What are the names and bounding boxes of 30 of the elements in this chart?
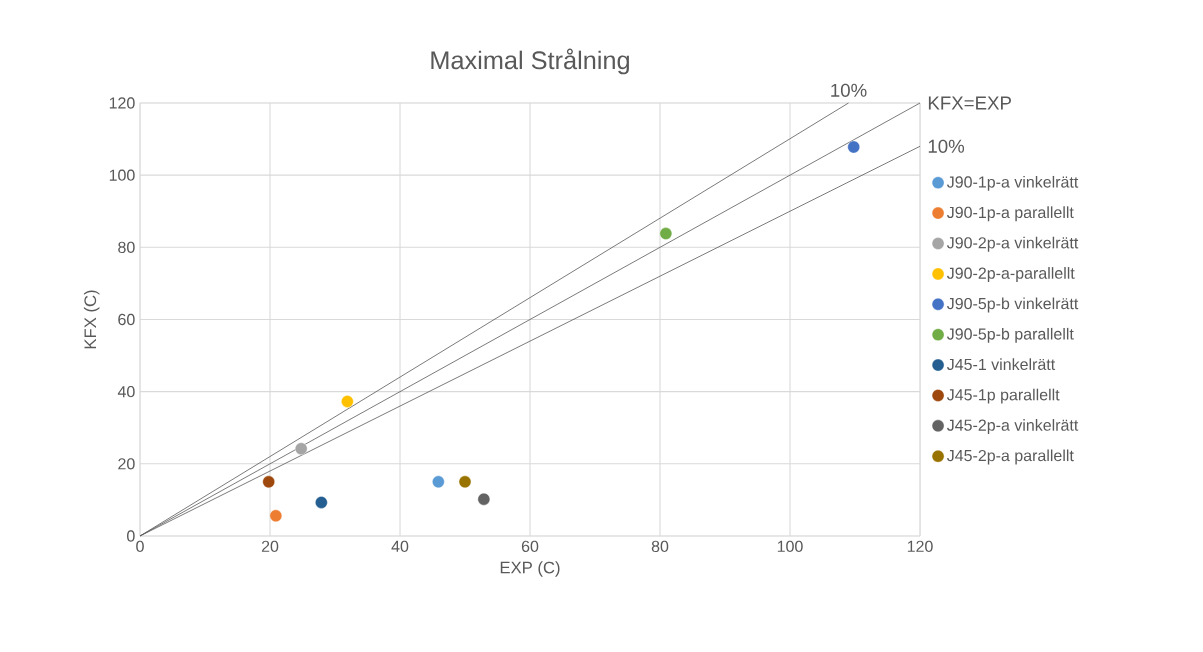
x-tick-label: 80 xyxy=(651,540,669,553)
legend-label: J45-1 vinkelrätt xyxy=(946,358,1056,371)
x-tick-label: 60 xyxy=(521,540,539,553)
legend-label: J45-2p-a parallellt xyxy=(946,449,1074,465)
legend-label: J45-2p-a vinkelrätt xyxy=(946,419,1079,434)
x-tick-label: 20 xyxy=(261,540,279,553)
legend-label: J90-5p-b parallellt xyxy=(946,327,1074,343)
x-tick-label: 40 xyxy=(391,540,409,553)
x-tick-label: 0 xyxy=(136,540,144,553)
y-tick-label: 80 xyxy=(118,241,135,253)
y-tick-label: 100 xyxy=(109,169,135,181)
y-axis-title: KFX (C) xyxy=(83,290,100,349)
legend-label: J90-2p-a-parallellt xyxy=(946,267,1075,283)
x-tick-label: 100 xyxy=(777,540,803,553)
y-tick-label: 40 xyxy=(117,385,135,398)
legend-label: J90-5p-b vinkelrätt xyxy=(946,297,1079,313)
y-tick-label: 20 xyxy=(118,458,135,470)
legend-label: J90-1p-a parallellt xyxy=(946,206,1074,222)
x-tick-label: 120 xyxy=(907,540,933,553)
legend-label: J90-1p-a vinkelrätt xyxy=(946,175,1079,191)
text: KFX=EXP xyxy=(928,96,1011,110)
text: 10% xyxy=(831,83,867,97)
y-tick-label: 0 xyxy=(127,530,135,542)
x-axis-title: EXP (C) xyxy=(500,561,560,577)
text: 10% xyxy=(928,139,965,153)
chart-title: Maximal Strålning xyxy=(431,48,629,75)
legend-label: J90-2p-a vinkelrätt xyxy=(946,236,1079,252)
legend-label: J45-1p parallellt xyxy=(946,388,1060,404)
y-tick-label: 120 xyxy=(109,97,135,109)
y-tick-label: 60 xyxy=(118,313,135,326)
